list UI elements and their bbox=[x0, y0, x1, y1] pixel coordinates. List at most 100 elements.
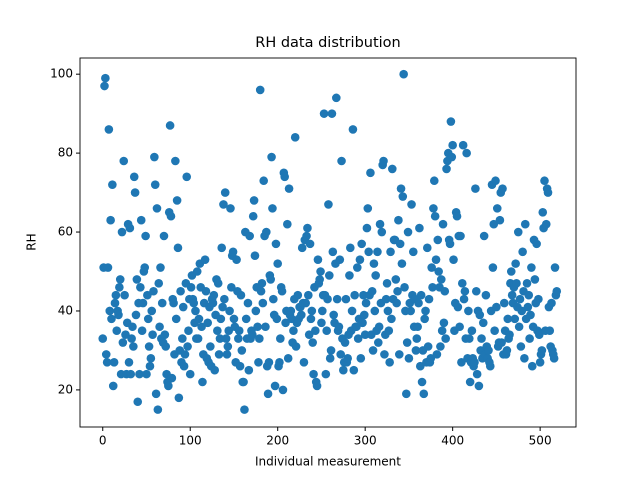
point bbox=[347, 306, 357, 316]
point bbox=[214, 350, 224, 359]
y-tick-label: 80 bbox=[58, 146, 73, 160]
point bbox=[438, 219, 448, 229]
x-tick-label: 400 bbox=[441, 434, 464, 448]
point bbox=[244, 365, 254, 375]
point bbox=[399, 69, 408, 79]
point bbox=[428, 282, 437, 292]
point bbox=[541, 219, 551, 229]
point bbox=[429, 176, 439, 186]
point bbox=[141, 231, 150, 241]
point bbox=[281, 318, 290, 328]
point bbox=[297, 310, 306, 320]
point bbox=[488, 263, 498, 272]
point bbox=[194, 314, 204, 324]
point bbox=[154, 279, 164, 288]
point bbox=[516, 342, 526, 351]
point bbox=[370, 306, 380, 316]
point bbox=[358, 318, 367, 328]
point bbox=[183, 342, 192, 351]
point bbox=[357, 239, 366, 249]
point bbox=[432, 350, 442, 359]
point bbox=[527, 263, 536, 272]
point bbox=[411, 346, 421, 355]
point bbox=[424, 294, 434, 304]
y-tick-label: 20 bbox=[58, 382, 73, 396]
point bbox=[353, 334, 363, 343]
point bbox=[271, 239, 281, 249]
point bbox=[391, 275, 401, 284]
point bbox=[213, 279, 223, 288]
point bbox=[309, 369, 318, 379]
point bbox=[436, 342, 445, 351]
point bbox=[417, 377, 427, 387]
point bbox=[464, 334, 474, 343]
point bbox=[136, 215, 146, 225]
point bbox=[505, 330, 514, 339]
point bbox=[503, 314, 513, 324]
point bbox=[250, 251, 260, 261]
point bbox=[218, 302, 227, 312]
point bbox=[315, 275, 324, 284]
point bbox=[178, 334, 187, 343]
point bbox=[377, 227, 387, 237]
point bbox=[135, 369, 144, 379]
point bbox=[101, 73, 110, 83]
point bbox=[283, 354, 293, 363]
point bbox=[532, 239, 541, 249]
point bbox=[436, 275, 446, 284]
point bbox=[481, 290, 491, 300]
point bbox=[368, 346, 378, 355]
point bbox=[241, 314, 251, 324]
point bbox=[340, 338, 350, 347]
point bbox=[453, 302, 463, 312]
point bbox=[371, 271, 380, 280]
point bbox=[273, 259, 283, 268]
point bbox=[457, 357, 466, 367]
point bbox=[176, 286, 185, 296]
point bbox=[102, 357, 112, 367]
point bbox=[224, 326, 234, 336]
point bbox=[280, 172, 289, 182]
point bbox=[125, 223, 135, 233]
point bbox=[447, 152, 457, 162]
point bbox=[193, 334, 203, 343]
point bbox=[322, 326, 331, 336]
point bbox=[471, 184, 480, 193]
point bbox=[465, 377, 475, 387]
point bbox=[497, 338, 506, 347]
point bbox=[197, 322, 206, 332]
point bbox=[427, 263, 436, 272]
point bbox=[349, 365, 359, 375]
point bbox=[402, 338, 412, 347]
point bbox=[266, 275, 276, 284]
point bbox=[406, 306, 415, 316]
point bbox=[374, 322, 384, 332]
point bbox=[549, 354, 559, 363]
point bbox=[165, 121, 175, 130]
point bbox=[130, 188, 140, 197]
point bbox=[136, 282, 145, 292]
point bbox=[259, 176, 269, 186]
point bbox=[272, 314, 282, 324]
point bbox=[366, 168, 375, 178]
point bbox=[355, 255, 365, 264]
point bbox=[243, 298, 253, 308]
point bbox=[429, 204, 438, 213]
point bbox=[160, 330, 170, 339]
point bbox=[311, 326, 320, 336]
point bbox=[506, 267, 516, 276]
point bbox=[219, 200, 228, 209]
point bbox=[117, 227, 127, 237]
point bbox=[335, 255, 345, 264]
point bbox=[522, 279, 532, 288]
point bbox=[284, 184, 294, 193]
x-tick-label: 300 bbox=[354, 434, 377, 448]
point bbox=[138, 298, 148, 308]
point bbox=[225, 306, 234, 316]
point bbox=[325, 271, 334, 280]
point bbox=[341, 294, 351, 304]
point bbox=[180, 350, 190, 359]
point bbox=[291, 342, 301, 351]
point bbox=[251, 306, 261, 316]
point bbox=[185, 369, 195, 379]
